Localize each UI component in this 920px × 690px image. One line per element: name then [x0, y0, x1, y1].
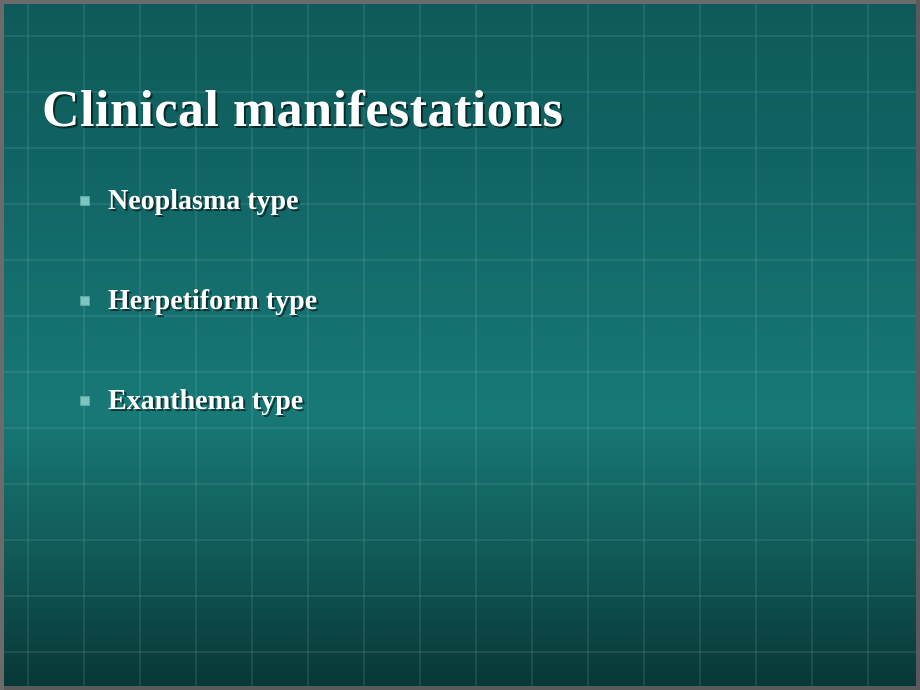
slide-title: Clinical manifestations	[42, 80, 563, 139]
frame-border	[0, 0, 920, 4]
slide: Clinical manifestations Neoplasma type H…	[0, 0, 920, 690]
list-item-label: Neoplasma type	[108, 185, 299, 217]
frame-border	[0, 686, 920, 690]
frame-border	[916, 0, 920, 690]
square-bullet-icon	[80, 396, 90, 406]
square-bullet-icon	[80, 196, 90, 206]
slide-body: Neoplasma type Herpetiform type Exanthem…	[80, 185, 840, 485]
list-item-label: Herpetiform type	[108, 285, 317, 317]
list-item-label: Exanthema type	[108, 385, 303, 417]
frame-border	[0, 0, 4, 690]
list-item: Herpetiform type	[80, 285, 840, 317]
list-item: Neoplasma type	[80, 185, 840, 217]
square-bullet-icon	[80, 296, 90, 306]
list-item: Exanthema type	[80, 385, 840, 417]
